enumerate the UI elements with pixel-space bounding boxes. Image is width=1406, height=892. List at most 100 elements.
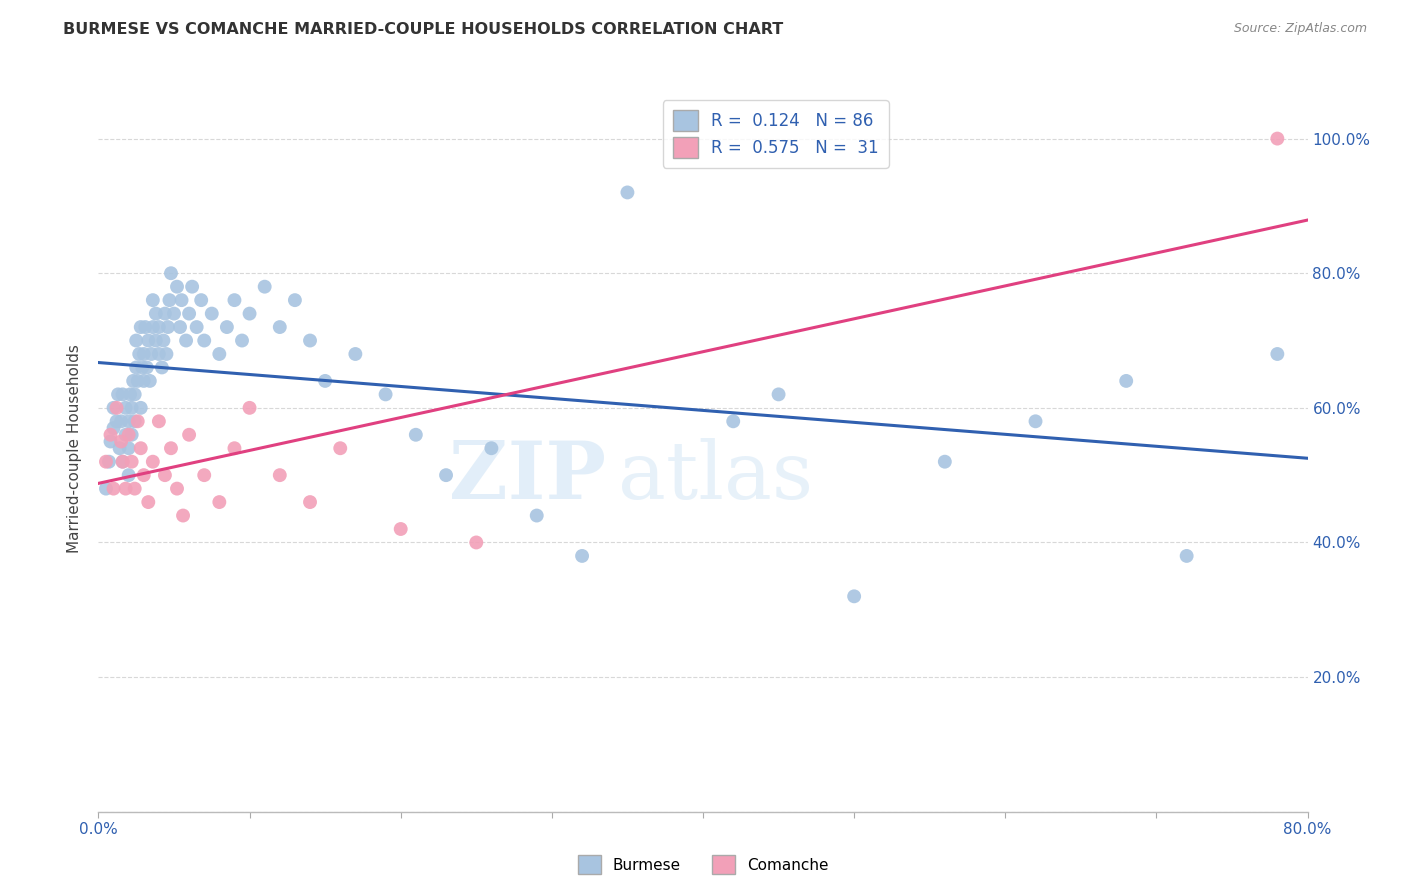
Point	[344, 347, 367, 361]
Point	[121, 455, 143, 469]
Point	[121, 427, 143, 442]
Point	[374, 387, 396, 401]
Point	[141, 347, 163, 361]
Point	[111, 455, 134, 469]
Point	[768, 387, 790, 401]
Point	[1267, 131, 1289, 145]
Point	[110, 414, 132, 428]
Point	[150, 360, 173, 375]
Point	[193, 468, 215, 483]
Point	[132, 374, 155, 388]
Point	[224, 293, 246, 307]
Text: Source: ZipAtlas.com: Source: ZipAtlas.com	[1233, 22, 1367, 36]
Point	[105, 414, 128, 428]
Point	[142, 293, 165, 307]
Point	[193, 334, 215, 348]
Point	[163, 307, 186, 321]
Point	[124, 482, 146, 496]
Point	[136, 495, 159, 509]
Point	[208, 347, 231, 361]
Point	[148, 347, 170, 361]
Point	[152, 334, 174, 348]
Point	[145, 307, 167, 321]
Point	[329, 442, 352, 455]
Point	[127, 374, 149, 388]
Point	[134, 320, 156, 334]
Point	[299, 495, 322, 509]
Point	[125, 360, 148, 375]
Point	[121, 401, 143, 415]
Point	[114, 401, 136, 415]
Point	[299, 334, 322, 348]
Point	[118, 427, 141, 442]
Point	[269, 320, 291, 334]
Point	[124, 387, 146, 401]
Y-axis label: Married-couple Households: Married-couple Households	[67, 343, 83, 553]
Point	[160, 266, 183, 280]
Point	[616, 186, 638, 200]
Point	[94, 455, 117, 469]
Point	[231, 334, 253, 348]
Point	[186, 320, 208, 334]
Point	[110, 434, 132, 449]
Point	[526, 508, 548, 523]
Point	[105, 401, 128, 415]
Point	[120, 387, 142, 401]
Text: atlas: atlas	[619, 438, 814, 516]
Point	[934, 455, 956, 469]
Point	[132, 347, 155, 361]
Point	[284, 293, 307, 307]
Point	[166, 279, 188, 293]
Point	[253, 279, 276, 293]
Point	[159, 293, 181, 307]
Point	[201, 307, 224, 321]
Point	[723, 414, 745, 428]
Point	[114, 427, 136, 442]
Text: ZIP: ZIP	[450, 438, 606, 516]
Point	[131, 360, 153, 375]
Point	[129, 401, 152, 415]
Point	[142, 455, 165, 469]
Point	[108, 442, 131, 455]
Point	[179, 307, 201, 321]
Point	[148, 414, 170, 428]
Legend: Burmese, Comanche: Burmese, Comanche	[572, 849, 834, 880]
Point	[172, 508, 194, 523]
Point	[118, 468, 141, 483]
Point	[135, 360, 157, 375]
Point	[128, 347, 150, 361]
Point	[481, 442, 503, 455]
Point	[155, 347, 177, 361]
Point	[118, 442, 141, 455]
Point	[571, 549, 593, 563]
Point	[179, 427, 201, 442]
Point	[107, 387, 129, 401]
Point	[98, 455, 121, 469]
Point	[239, 401, 262, 415]
Text: BURMESE VS COMANCHE MARRIED-COUPLE HOUSEHOLDS CORRELATION CHART: BURMESE VS COMANCHE MARRIED-COUPLE HOUSE…	[63, 22, 783, 37]
Point	[181, 279, 204, 293]
Point	[153, 468, 176, 483]
Point	[1115, 374, 1137, 388]
Point	[190, 293, 212, 307]
Point	[118, 414, 141, 428]
Point	[103, 482, 125, 496]
Point	[100, 434, 122, 449]
Point	[389, 522, 412, 536]
Point	[465, 535, 488, 549]
Point	[224, 442, 246, 455]
Point	[1267, 347, 1289, 361]
Point	[166, 482, 188, 496]
Point	[208, 495, 231, 509]
Point	[114, 482, 136, 496]
Point	[103, 401, 125, 415]
Point	[314, 374, 336, 388]
Point	[269, 468, 291, 483]
Point	[434, 468, 457, 483]
Point	[124, 414, 146, 428]
Point	[156, 320, 179, 334]
Point	[111, 455, 134, 469]
Point	[148, 320, 170, 334]
Point	[111, 387, 134, 401]
Point	[100, 427, 122, 442]
